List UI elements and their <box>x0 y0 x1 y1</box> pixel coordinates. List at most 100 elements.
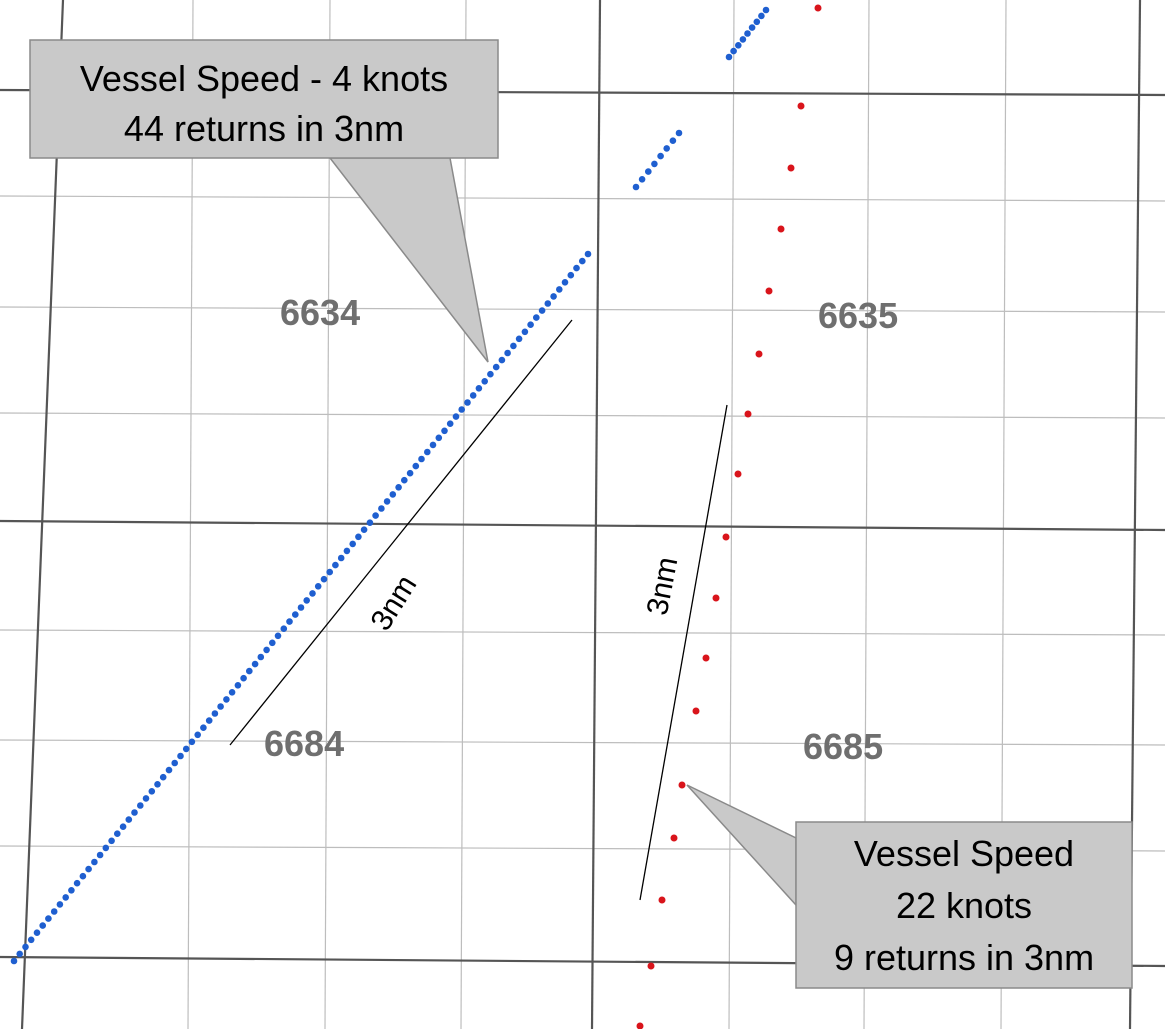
minor-grid-line <box>0 739 1165 746</box>
track-point-slow <box>205 717 213 724</box>
track-point-slow <box>567 271 575 279</box>
track-point-slow <box>573 264 580 272</box>
track-point-slow <box>297 604 305 611</box>
track-point-slow <box>406 469 414 477</box>
track-point-slow <box>280 625 288 632</box>
track-point-slow <box>159 773 167 781</box>
track-point-slow <box>228 689 236 696</box>
track-point-slow <box>148 788 156 795</box>
track-point-slow <box>504 349 511 357</box>
track-point-slow <box>515 335 523 343</box>
track-point-fast <box>797 102 805 110</box>
track-point-fast <box>636 1022 644 1029</box>
track-point-slow <box>27 936 35 944</box>
track-point-slow <box>527 321 534 329</box>
track-point-slow <box>257 653 265 661</box>
major-grid-line <box>0 519 1165 532</box>
track-point-slow <box>561 279 569 286</box>
track-point-slow <box>492 363 500 371</box>
track-point-slow <box>550 293 557 300</box>
track-point-slow <box>579 257 586 265</box>
minor-grid-line <box>187 0 194 1029</box>
track-point-slow <box>533 314 540 321</box>
track-point-slow <box>395 484 402 491</box>
track-point-slow <box>584 250 592 258</box>
track-point-slow <box>314 583 322 590</box>
track-point-fast <box>765 287 773 295</box>
track-point-slow <box>269 639 276 647</box>
callout-slow-line-2: 44 returns in 3nm <box>124 108 404 149</box>
track-point-slow <box>556 286 563 293</box>
track-point-slow <box>79 872 87 880</box>
track-point-slow <box>360 526 368 533</box>
track-point-fast <box>702 654 710 662</box>
track-point-slow <box>263 646 270 654</box>
track-point-slow <box>663 145 670 152</box>
track-point-slow <box>217 703 224 710</box>
track-point-slow <box>142 795 150 802</box>
track-point-slow <box>469 392 477 399</box>
track-point-slow <box>91 858 98 866</box>
track-point-slow <box>355 533 362 541</box>
callout-slow-box <box>29 39 499 159</box>
track-point-slow <box>177 752 184 760</box>
track-point-slow <box>452 413 460 420</box>
minor-grid-line <box>0 306 1165 313</box>
track-point-slow <box>292 611 299 618</box>
track-point-slow <box>274 632 282 640</box>
track-point-fast <box>692 707 700 715</box>
track-point-slow <box>286 618 293 625</box>
track-point-slow <box>645 168 652 175</box>
track-point-slow <box>234 682 242 689</box>
track-point-slow <box>332 561 339 569</box>
track-point-slow <box>418 455 425 463</box>
track-point-slow <box>424 448 431 456</box>
track-point-slow <box>251 660 259 668</box>
track-point-slow <box>521 328 529 336</box>
track-point-slow <box>39 922 46 929</box>
track-point-slow <box>326 568 334 576</box>
track-point-slow <box>62 894 69 901</box>
track-point-slow <box>498 356 506 364</box>
track-point-fast <box>647 962 655 970</box>
track-point-slow <box>182 745 190 753</box>
track-point-slow <box>412 462 420 470</box>
callout-fast-vessel: Vessel Speed 22 knots 9 returns in 3nm <box>686 784 1133 989</box>
track-point-slow <box>475 385 483 392</box>
track-point-slow <box>651 160 658 168</box>
track-point-slow <box>349 540 357 548</box>
track-point-slow <box>383 498 391 505</box>
callout-fast-box <box>795 821 1133 989</box>
track-point-slow <box>441 427 448 435</box>
track-point-slow <box>96 851 104 859</box>
track-point-slow <box>114 830 121 837</box>
track-point-fast <box>712 594 720 602</box>
track-point-slow <box>446 420 454 428</box>
track-point-slow <box>320 575 328 583</box>
track-point-slow <box>429 441 437 449</box>
track-point-fast <box>658 896 666 904</box>
minor-grid-line <box>0 412 1165 419</box>
track-point-slow <box>366 519 374 526</box>
track-point-slow <box>131 809 138 816</box>
track-point-slow <box>10 957 18 965</box>
track-point-slow <box>758 12 765 20</box>
track-point-slow <box>744 30 751 37</box>
distance-label-right: 3nm <box>641 554 685 618</box>
track-point-slow <box>725 53 733 61</box>
grid-label-6635: 6635 <box>818 295 898 336</box>
track-point-slow <box>748 24 756 31</box>
track-point-slow <box>165 766 173 774</box>
track-point-fast <box>755 350 763 358</box>
track-slow-vessel <box>10 6 770 965</box>
track-point-slow <box>739 36 747 43</box>
track-point-slow <box>303 597 311 604</box>
track-point-slow <box>240 674 247 682</box>
distance-label-left: 3nm <box>364 569 423 636</box>
callout-fast-line-2: 22 knots <box>896 885 1032 926</box>
track-point-slow <box>638 176 646 183</box>
track-point-slow <box>510 342 517 350</box>
track-point-slow <box>337 554 345 562</box>
